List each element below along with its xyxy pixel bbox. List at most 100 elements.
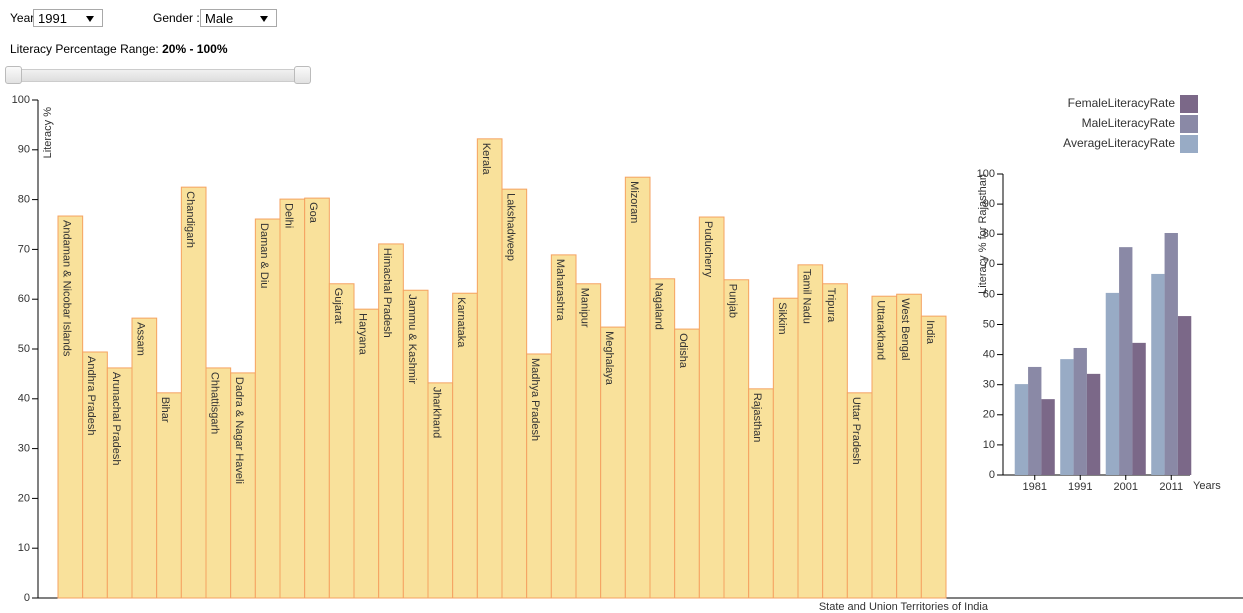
bar	[846, 392, 873, 599]
bar-label: West Bengal	[899, 298, 911, 360]
bar	[131, 317, 158, 599]
bar-label: Haryana	[356, 313, 368, 355]
x-axis-label: State and Union Territories of India	[819, 601, 989, 613]
gender-label: Gender :	[153, 11, 200, 25]
bar	[797, 264, 824, 599]
legend-swatch	[1180, 115, 1198, 133]
range-value: 20% - 100%	[162, 42, 228, 56]
bar-label: Jammu & Kashmir	[406, 294, 418, 384]
bar-label: Assam	[134, 322, 146, 356]
x-axis-label: Years	[1193, 480, 1221, 492]
bar-label: Andhra Pradesh	[85, 356, 97, 436]
y-tick-label: 100	[12, 94, 30, 106]
bar	[427, 382, 454, 599]
bar	[304, 197, 330, 599]
bar	[1151, 273, 1165, 475]
y-tick-label: 10	[18, 542, 30, 554]
bar	[476, 138, 503, 599]
bar	[156, 392, 182, 599]
bar	[254, 218, 281, 599]
bar-label: Manipur	[578, 288, 590, 328]
bar-label: Tripura	[825, 288, 837, 323]
y-tick-label: 0	[24, 592, 30, 604]
bar	[772, 297, 799, 599]
bar	[106, 367, 133, 599]
y-axis-label: Literacy %	[42, 107, 54, 159]
gender-select[interactable]: Male	[200, 9, 277, 27]
bar	[871, 295, 898, 599]
bar-label: Rajasthan	[751, 393, 763, 443]
x-tick-label: 1981	[1023, 481, 1047, 493]
y-tick-label: 70	[18, 243, 30, 255]
bar	[674, 328, 700, 599]
y-tick-label: 90	[18, 144, 30, 156]
y-tick-label: 70	[983, 258, 995, 270]
legend-label: AverageLiteracyRate	[1063, 136, 1175, 150]
bar-label: Chandigarh	[184, 191, 196, 248]
bar-label: Punjab	[726, 284, 738, 318]
bar	[575, 283, 602, 599]
bar	[920, 315, 947, 599]
bar-label: India	[924, 320, 936, 345]
bar	[452, 292, 478, 599]
x-tick-label: 2011	[1159, 481, 1183, 493]
slider-handle-min[interactable]	[5, 66, 22, 84]
y-tick-label: 30	[983, 379, 995, 391]
bar	[328, 283, 355, 599]
bar-label: Kerala	[480, 143, 492, 176]
bar	[1105, 292, 1120, 475]
y-tick-label: 60	[983, 288, 995, 300]
bar	[1028, 366, 1042, 475]
year-select[interactable]: 1991	[33, 9, 103, 27]
bar	[526, 353, 552, 599]
bar	[1086, 373, 1101, 475]
bar-label: Lakshadweep	[504, 193, 516, 261]
bar	[230, 372, 256, 599]
bar	[896, 293, 922, 599]
legend-swatch	[1180, 135, 1198, 153]
bar	[1177, 316, 1192, 475]
bar-label: Odisha	[677, 333, 689, 369]
bar-label: Meghalaya	[603, 331, 615, 386]
y-tick-label: 90	[983, 198, 995, 210]
bar-label: Delhi	[282, 203, 294, 228]
bar	[624, 176, 651, 599]
range-label: Literacy Percentage Range: 20% - 100%	[10, 42, 227, 56]
y-tick-label: 40	[983, 349, 995, 361]
y-tick-label: 60	[18, 293, 30, 305]
bar-label: Dadra & Nagar Haveli	[233, 377, 245, 484]
bar-label: Andaman & Nicobar Islands	[60, 220, 72, 357]
bar	[1060, 359, 1074, 475]
bar	[723, 279, 750, 599]
y-axis-label: Literacy % for Rajasthan	[977, 174, 989, 294]
legend-label: FemaleLiteracyRate	[1068, 96, 1176, 110]
bar	[1073, 347, 1087, 475]
bar	[1041, 399, 1055, 475]
bar	[501, 188, 528, 599]
bar-label: Jharkhand	[430, 387, 442, 438]
legend-label: MaleLiteracyRate	[1082, 116, 1176, 130]
bar-label: Gujarat	[332, 288, 344, 324]
y-tick-label: 20	[983, 409, 995, 421]
bar-label: Puducherry	[702, 221, 714, 278]
y-tick-label: 50	[18, 343, 30, 355]
bar-label: Nagaland	[652, 283, 664, 330]
bar-label: Uttar Pradesh	[850, 397, 862, 465]
bar	[279, 198, 306, 599]
bar-label: Sikkim	[776, 302, 788, 334]
bar	[822, 283, 848, 599]
bar-label: Daman & Diu	[258, 223, 270, 288]
bar	[698, 216, 725, 599]
bar	[82, 351, 108, 599]
bar	[1132, 342, 1146, 475]
bar-label: Bihar	[159, 397, 171, 423]
bar	[1119, 247, 1133, 475]
slider-handle-max[interactable]	[294, 66, 311, 84]
bar	[180, 186, 207, 599]
x-tick-label: 1991	[1068, 481, 1092, 493]
bar-label: Arunachal Pradesh	[110, 372, 122, 466]
y-tick-label: 50	[983, 318, 995, 330]
y-tick-label: 80	[18, 194, 30, 206]
